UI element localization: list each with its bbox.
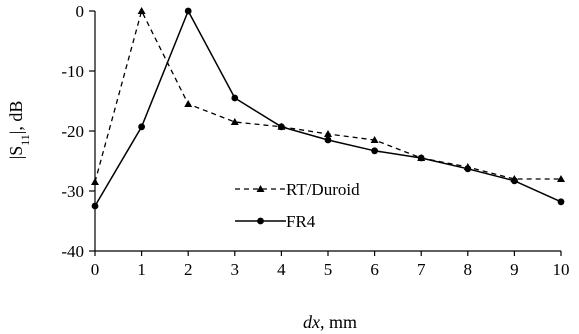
x-tick-label: 2: [184, 260, 193, 279]
x-tick-label: 6: [370, 260, 379, 279]
tick-labels: 0 -10 -20 -30 -40 0 1 2 3 4 5 6 7 8 9 10: [61, 2, 569, 279]
x-tick-label: 9: [510, 260, 519, 279]
data-point-fr4: [511, 177, 518, 185]
series-line-fr4: [94, 9, 562, 207]
legend-marker-fr4: [257, 217, 264, 225]
x-tick-label: 1: [137, 260, 146, 279]
data-point-rt-duroid: [184, 100, 193, 107]
plot-area: [91, 7, 565, 210]
x-tick-label: 4: [277, 260, 286, 279]
y-axis-title: |S11|, dB: [6, 101, 32, 160]
x-tick-label: 0: [91, 260, 100, 279]
data-point-fr4: [371, 147, 378, 155]
legend-item-fr4: FR4: [235, 212, 316, 231]
data-point-rt-duroid: [230, 118, 239, 125]
axes: [89, 10, 562, 256]
x-axis-title: dx, mm: [303, 312, 357, 332]
data-point-fr4: [324, 136, 332, 144]
data-point-rt-duroid: [370, 136, 379, 143]
y-tick-label: -20: [61, 122, 84, 141]
x-axis-title-rest: , mm: [320, 312, 357, 332]
legend-label-fr4: FR4: [286, 212, 316, 231]
legend-label-rt-duroid: RT/Duroid: [286, 180, 360, 199]
legend: RT/Duroid FR4: [235, 180, 360, 231]
x-axis-title-italic: dx: [303, 312, 320, 332]
y-axis-title-pre: |S: [6, 146, 26, 160]
y-tick-label: -10: [61, 62, 84, 81]
data-point-fr4: [464, 165, 472, 173]
data-point-fr4: [231, 94, 239, 102]
series-line-rt-duroid: [94, 9, 561, 183]
y-tick-label: -40: [61, 242, 84, 261]
y-tick-label: -30: [61, 182, 84, 201]
data-point-rt-duroid: [137, 7, 146, 14]
x-tick-label: 7: [417, 260, 426, 279]
x-tick-label: 10: [553, 260, 570, 279]
x-tick-label: 3: [231, 260, 240, 279]
data-point-rt-duroid: [557, 175, 565, 182]
data-point-fr4: [417, 154, 425, 162]
data-point-fr4: [184, 7, 192, 15]
y-axis-title-sub: 11: [18, 134, 32, 146]
data-point-rt-duroid: [324, 130, 332, 137]
legend-marker-rt-duroid: [256, 185, 265, 192]
data-point-fr4: [278, 123, 285, 131]
y-tick-label: 0: [76, 2, 85, 21]
legend-item-rt-duroid: RT/Duroid: [235, 180, 360, 199]
y-axis-title-post: |, dB: [6, 101, 26, 135]
data-point-fr4: [557, 198, 565, 206]
data-point-fr4: [138, 123, 146, 131]
x-tick-label: 8: [464, 260, 473, 279]
x-tick-label: 5: [324, 260, 333, 279]
